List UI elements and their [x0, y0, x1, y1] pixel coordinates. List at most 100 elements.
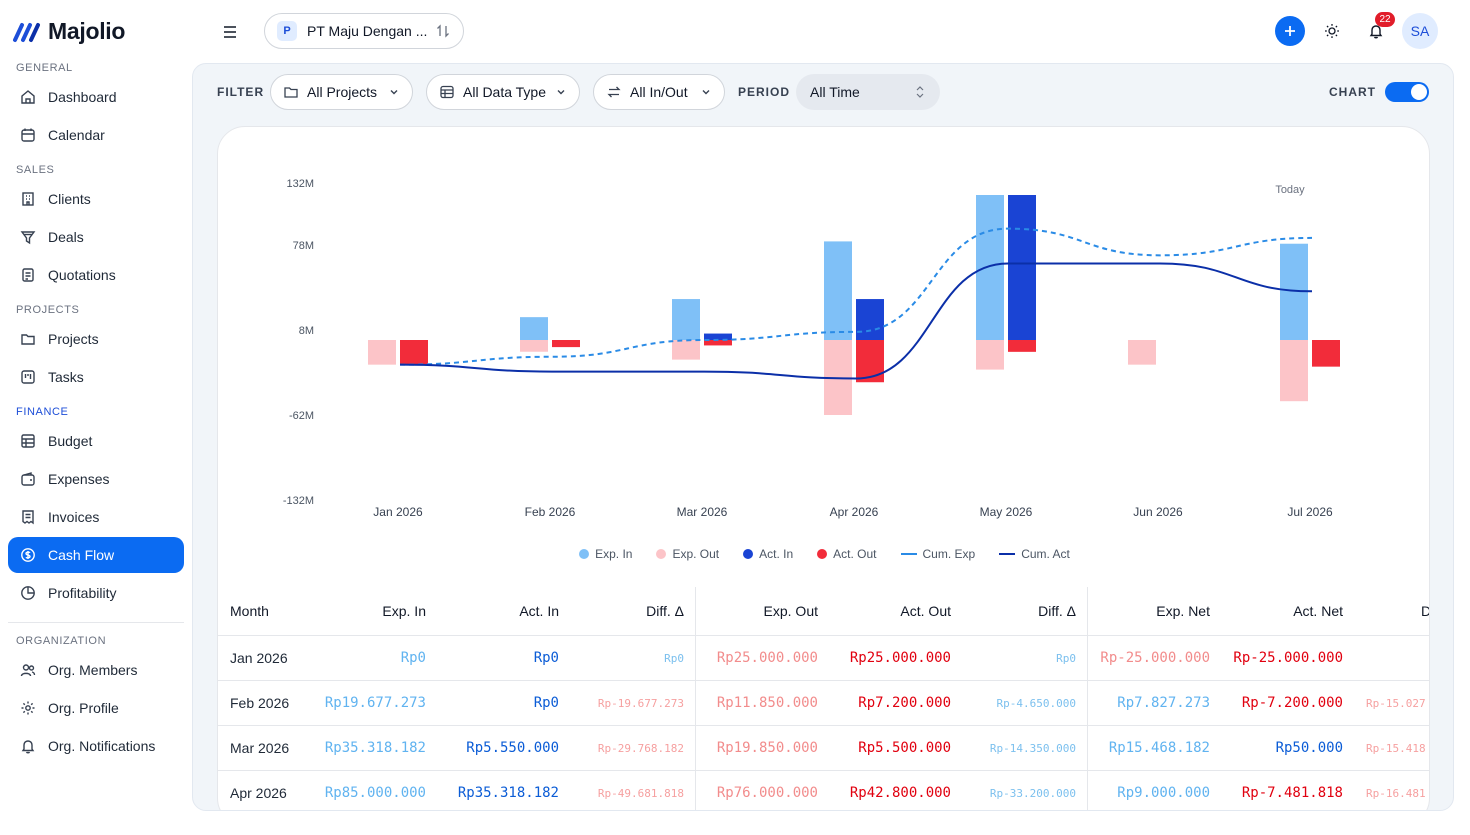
- cell-act-net: Rp-7.200.000: [1241, 695, 1343, 711]
- cell-act-in: Rp0: [533, 650, 559, 666]
- sidebar-item-quotations[interactable]: Quotations: [8, 257, 184, 293]
- sidebar-item-projects[interactable]: Projects: [8, 321, 184, 357]
- column-header-act-in[interactable]: Act. In: [519, 603, 559, 619]
- avatar[interactable]: SA: [1402, 13, 1438, 49]
- bar-exp-out: [672, 340, 700, 360]
- cell-act-out: Rp25.000.000: [849, 650, 951, 666]
- plus-icon: [1285, 26, 1295, 36]
- cell-diff-in: Rp-29.768.182: [597, 741, 684, 755]
- folder-icon: [284, 87, 298, 98]
- column-header-diff-in[interactable]: Diff. Δ: [646, 603, 684, 619]
- bar-act-out: [552, 340, 580, 348]
- bar-act-in: [704, 333, 732, 340]
- sidebar-item-deals[interactable]: Deals: [8, 219, 184, 255]
- table-row[interactable]: Jan 2026 Rp0 Rp0 Rp0 Rp25.000.000 Rp25.000.00…: [218, 635, 1429, 680]
- sidebar-item-label: Quotations: [48, 267, 116, 283]
- legend-swatch: [817, 549, 828, 559]
- cell-exp-net: Rp7.827.273: [1117, 695, 1210, 711]
- logo-mark-icon: [13, 22, 40, 42]
- notification-count-badge: 22: [1375, 12, 1395, 27]
- sidebar-item-org-members[interactable]: Org. Members: [8, 652, 184, 688]
- table-header-row: Month Exp. In Act. In Diff. Δ Exp. Out A…: [218, 587, 1429, 635]
- x-tick-label: Jan 2026: [373, 505, 423, 519]
- legend-item[interactable]: Exp. In: [579, 547, 632, 561]
- cell-act-out: Rp5.500.000: [858, 740, 951, 756]
- sidebar-item-org-notifications[interactable]: Org. Notifications: [8, 728, 184, 764]
- document-icon: [22, 268, 34, 282]
- y-tick-label: 8M: [299, 325, 314, 337]
- period-select[interactable]: All Time: [796, 74, 940, 110]
- column-header-month[interactable]: Month: [230, 603, 269, 619]
- table-row[interactable]: Feb 2026 Rp19.677.273 Rp0 Rp-19.677.273 Rp11…: [218, 680, 1429, 725]
- sidebar-divider: [8, 622, 184, 623]
- chevron-down-icon: [390, 90, 398, 95]
- bar-exp-in: [672, 299, 700, 340]
- table-row[interactable]: Mar 2026 Rp35.318.182 Rp5.550.000 Rp-29.768…: [218, 725, 1429, 770]
- projects-filter-dropdown[interactable]: All Projects: [270, 74, 413, 110]
- bar-exp-in: [976, 195, 1004, 340]
- theme-toggle-button[interactable]: [1317, 16, 1347, 46]
- in-out-filter-value: All In/Out: [630, 84, 688, 100]
- legend-item[interactable]: Exp. Out: [656, 547, 719, 561]
- cell-exp-in: Rp19.677.273: [324, 695, 426, 711]
- cell-month: Mar 2026: [230, 740, 290, 756]
- legend-item[interactable]: Act. Out: [817, 547, 877, 561]
- cell-month: Feb 2026: [230, 695, 290, 711]
- chart-toggle[interactable]: [1385, 82, 1429, 102]
- legend-label: Exp. Out: [672, 547, 720, 561]
- cell-exp-out: Rp76.000.000: [716, 785, 818, 801]
- legend-item[interactable]: Cum. Exp: [900, 547, 975, 561]
- filter-label: FILTER: [217, 85, 265, 99]
- section-label-finance: FINANCE: [16, 406, 69, 418]
- column-header-exp-net[interactable]: Exp. Net: [1156, 603, 1210, 619]
- cell-act-in: Rp35.318.182: [457, 785, 559, 801]
- bar-act-out: [856, 340, 884, 383]
- in-out-filter-dropdown[interactable]: All In/Out: [593, 74, 725, 110]
- sidebar-item-tasks[interactable]: Tasks: [8, 359, 184, 395]
- cell-diff-out: Rp-4.650.000: [996, 696, 1076, 710]
- sidebar-item-calendar[interactable]: Calendar: [8, 117, 184, 153]
- legend-swatch: [999, 553, 1016, 555]
- sidebar-item-label: Deals: [48, 229, 84, 245]
- column-header-exp-in[interactable]: Exp. In: [382, 603, 426, 619]
- legend-label: Exp. In: [595, 547, 633, 561]
- company-selector[interactable]: P PT Maju Dengan ...: [264, 13, 464, 49]
- chevron-up-down-icon: [916, 86, 924, 98]
- sidebar-item-profitability[interactable]: Profitability: [8, 575, 184, 611]
- sidebar-item-label: Expenses: [48, 471, 110, 487]
- column-header-diff-net[interactable]: D: [1421, 587, 1429, 635]
- sidebar-item-label: Dashboard: [48, 89, 117, 105]
- sidebar-item-dashboard[interactable]: Dashboard: [8, 79, 184, 115]
- sidebar-item-cash-flow[interactable]: Cash Flow: [8, 537, 184, 573]
- sidebar-item-expenses[interactable]: Expenses: [8, 461, 184, 497]
- sidebar-item-label: Profitability: [48, 585, 117, 601]
- section-label-projects: PROJECTS: [16, 304, 80, 316]
- cell-month: Jan 2026: [230, 650, 288, 666]
- add-button[interactable]: [1275, 16, 1305, 46]
- table-row[interactable]: Apr 2026 Rp85.000.000 Rp35.318.182 Rp-49.68…: [218, 770, 1429, 810]
- column-header-act-out[interactable]: Act. Out: [900, 603, 951, 619]
- app-logo[interactable]: Majolio: [12, 18, 125, 45]
- table-icon: [440, 85, 454, 99]
- column-header-diff-out[interactable]: Diff. Δ: [1038, 603, 1076, 619]
- cell-diff-in: Rp-49.681.818: [597, 786, 684, 800]
- period-label: PERIOD: [738, 85, 791, 99]
- bell-icon: [21, 740, 35, 754]
- notifications-button[interactable]: [1361, 16, 1391, 46]
- legend-item[interactable]: Cum. Act: [999, 547, 1070, 561]
- sidebar-item-budget[interactable]: Budget: [8, 423, 184, 459]
- sidebar-item-org-profile[interactable]: Org. Profile: [8, 690, 184, 726]
- sidebar-item-clients[interactable]: Clients: [8, 181, 184, 217]
- legend-label: Cum. Act: [1021, 547, 1070, 561]
- column-header-act-net[interactable]: Act. Net: [1293, 603, 1343, 619]
- data-type-filter-dropdown[interactable]: All Data Type: [426, 74, 580, 110]
- cell-diff-out: Rp0: [1056, 651, 1076, 665]
- sidebar-item-invoices[interactable]: Invoices: [8, 499, 184, 535]
- legend-label: Act. Out: [833, 547, 877, 561]
- swap-vertical-icon: [437, 24, 449, 38]
- menu-icon[interactable]: [220, 22, 240, 42]
- legend-item[interactable]: Act. In: [743, 547, 793, 561]
- cash-flow-chart: 132M 78M 8M -62M -132M Jan 2026 Feb 2026 Mar 20…: [283, 178, 1340, 519]
- column-header-exp-out[interactable]: Exp. Out: [763, 603, 818, 619]
